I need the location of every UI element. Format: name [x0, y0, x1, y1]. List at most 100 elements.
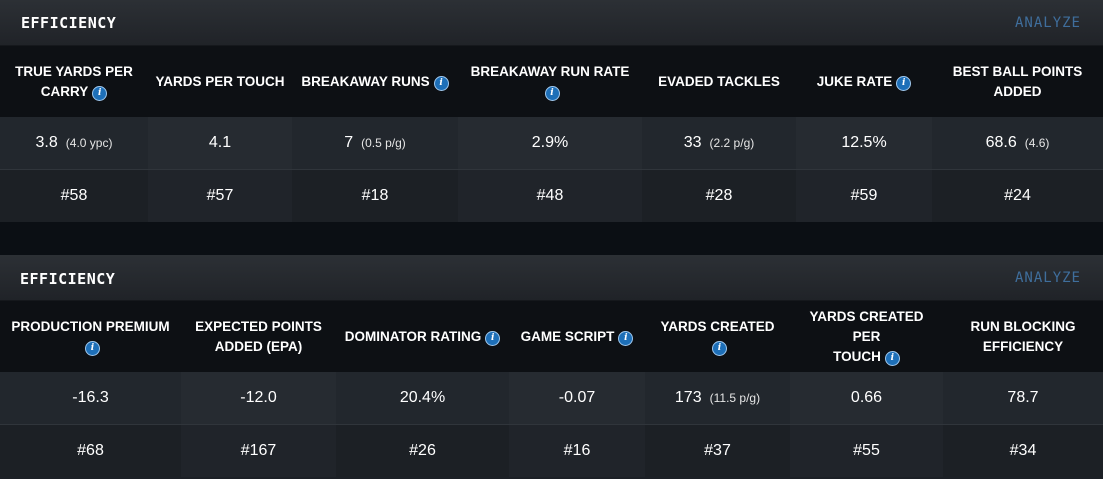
metric-subvalue: (11.5 p/g) [709, 391, 761, 405]
metric-header: BEST BALL POINTS ADDED [932, 46, 1103, 117]
metric-label: JUKE RATE i [817, 72, 912, 92]
metric-label-line: BREAKAWAY RUN RATE [470, 63, 630, 79]
metric-header: YARDS CREATED PER TOUCH i [790, 301, 943, 372]
metric-label-line: JUKE RATE [816, 73, 893, 89]
info-icon[interactable]: i [544, 85, 560, 101]
metric-label-line: TRUE YARDS PER [15, 63, 133, 79]
metric-value: -0.07 [558, 389, 596, 406]
info-icon[interactable]: i [896, 75, 912, 91]
metric-label: EXPECTED POINTS ADDED (EPA) [195, 317, 322, 357]
metric-label: BREAKAWAY RUNS i [301, 72, 449, 92]
metric-header: PRODUCTION PREMIUM i [0, 301, 181, 372]
metric-rank: #167 [181, 425, 336, 477]
efficiency-panel-2: EFFICIENCY ANALYZE PRODUCTION PREMIUM i EX… [0, 255, 1103, 479]
metric-value: -12.0 [240, 389, 277, 406]
metric-value-cell: 12.5% [796, 117, 932, 170]
info-icon[interactable]: i [433, 75, 449, 91]
metric-header: BREAKAWAY RUN RATE i [458, 46, 642, 117]
metric-label-line: PRODUCTION PREMIUM [11, 318, 170, 334]
metric-label-line: BEST BALL POINTS [952, 63, 1083, 79]
metric-label-line: CARRY [40, 83, 89, 99]
metric-label-line: YARDS PER TOUCH [155, 73, 285, 89]
metric-label: BREAKAWAY RUN RATE i [464, 62, 636, 102]
metric-label-line: YARDS CREATED PER [809, 308, 924, 344]
metric-label: TRUE YARDS PER CARRY i [15, 62, 133, 102]
stats-grid: PRODUCTION PREMIUM i EXPECTED POINTS ADDED … [0, 301, 1103, 477]
metric-value: 4.1 [208, 134, 232, 151]
metric-subvalue: (4.0 ypc) [65, 136, 113, 150]
metric-value-cell: -12.0 [181, 372, 336, 425]
info-icon[interactable]: i [92, 85, 108, 101]
metric-value: -16.3 [72, 389, 109, 406]
info-icon[interactable]: i [884, 350, 900, 366]
metric-rank: #59 [796, 170, 932, 222]
analyze-link[interactable]: ANALYZE [1014, 270, 1081, 286]
metric-value-cell: 68.6 (4.6) [932, 117, 1103, 170]
metric-label-line: ADDED [993, 83, 1042, 99]
metric-value-cell: 7 (0.5 p/g) [292, 117, 458, 170]
panel-title: EFFICIENCY [20, 270, 116, 288]
info-icon[interactable]: i [85, 340, 100, 356]
metric-label: YARDS CREATED PER TOUCH i [796, 307, 937, 367]
metric-label-line: TOUCH [833, 348, 881, 364]
metric-value-cell: 33 (2.2 p/g) [642, 117, 796, 170]
metric-rank: #24 [932, 170, 1103, 222]
metric-label-line: BREAKAWAY RUNS [301, 73, 430, 89]
metric-rank: #18 [292, 170, 458, 222]
efficiency-panel-1: EFFICIENCY ANALYZE TRUE YARDS PER CARRY i Y… [0, 0, 1103, 222]
metric-header: BREAKAWAY RUNS i [292, 46, 458, 117]
metric-value: 33 [683, 134, 702, 151]
metric-label-line: ADDED (EPA) [214, 338, 303, 354]
panel-header: EFFICIENCY ANALYZE [0, 0, 1103, 46]
metric-value: 7 [344, 134, 354, 151]
metric-value: 2.9% [531, 134, 569, 151]
metric-header: YARDS CREATED i [645, 301, 790, 372]
metric-label: YARDS CREATED i [651, 317, 784, 357]
metric-label-line: EFFICIENCY [982, 338, 1064, 354]
metric-label-line: DOMINATOR RATING [344, 328, 482, 344]
panel-title: EFFICIENCY [21, 14, 117, 32]
metric-header: DOMINATOR RATING i [336, 301, 509, 372]
metric-label: YARDS PER TOUCH [155, 72, 284, 92]
metric-value-cell: 4.1 [148, 117, 292, 170]
metric-value: 0.66 [850, 389, 883, 406]
metric-value-cell: 78.7 [943, 372, 1103, 425]
metric-rank: #37 [645, 425, 790, 477]
metric-label: RUN BLOCKING EFFICIENCY [971, 317, 1076, 357]
metric-value-cell: 2.9% [458, 117, 642, 170]
metric-header: YARDS PER TOUCH [148, 46, 292, 117]
metric-rank: #26 [336, 425, 509, 477]
metric-label: GAME SCRIPT i [521, 327, 634, 347]
stats-grid: TRUE YARDS PER CARRY i YARDS PER TOUCH BREAK… [0, 46, 1103, 222]
metric-label-line: RUN BLOCKING [970, 318, 1076, 334]
metric-value: 3.8 [35, 134, 58, 151]
metric-rank: #55 [790, 425, 943, 477]
info-icon[interactable]: i [485, 330, 501, 346]
metric-value-cell: 20.4% [336, 372, 509, 425]
metric-label: DOMINATOR RATING i [345, 327, 501, 347]
metric-rank: #34 [943, 425, 1103, 477]
metric-header: TRUE YARDS PER CARRY i [0, 46, 148, 117]
metric-label-line: YARDS CREATED [660, 318, 775, 334]
metric-rank: #48 [458, 170, 642, 222]
metric-value-cell: -0.07 [509, 372, 645, 425]
metric-rank: #57 [148, 170, 292, 222]
metric-label-line: EXPECTED POINTS [195, 318, 322, 334]
analyze-link[interactable]: ANALYZE [1014, 15, 1081, 31]
metric-value: 78.7 [1007, 389, 1039, 406]
metric-header: RUN BLOCKING EFFICIENCY [943, 301, 1103, 372]
metric-rank: #58 [0, 170, 148, 222]
metric-rank: #68 [0, 425, 181, 477]
metric-subvalue: (0.5 p/g) [361, 136, 406, 150]
info-icon[interactable]: i [712, 340, 727, 356]
metric-rank: #28 [642, 170, 796, 222]
metric-label: BEST BALL POINTS ADDED [953, 62, 1083, 102]
metric-value-cell: 0.66 [790, 372, 943, 425]
metric-label-line: EVADED TACKLES [658, 73, 780, 89]
metric-value: 68.6 [985, 134, 1017, 151]
metric-label-line: GAME SCRIPT [520, 328, 615, 344]
metric-value: 12.5% [841, 134, 887, 151]
metric-header: JUKE RATE i [796, 46, 932, 117]
info-icon[interactable]: i [618, 330, 634, 346]
metric-label: EVADED TACKLES [658, 72, 780, 92]
